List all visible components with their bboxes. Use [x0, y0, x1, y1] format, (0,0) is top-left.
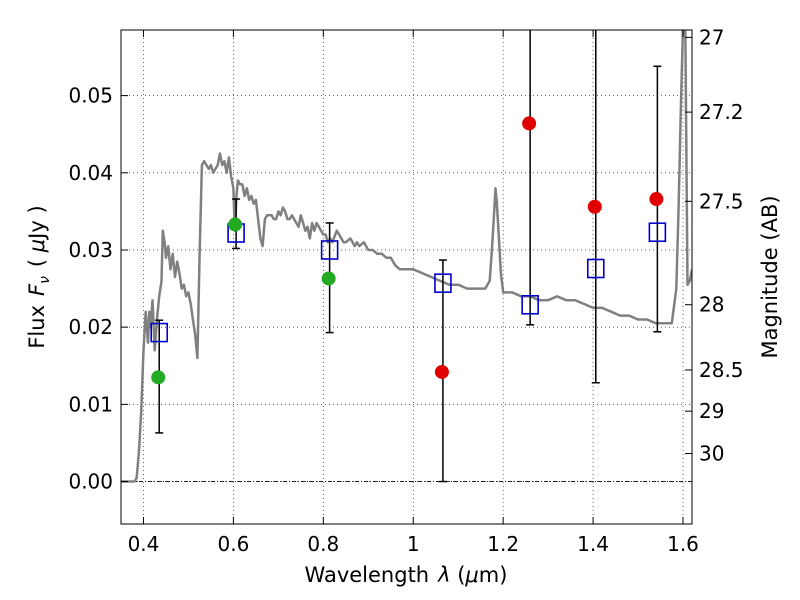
- model-photometry-square: [150, 322, 169, 343]
- model-photometry-square: [648, 222, 667, 243]
- magnitude-tick-label: 28: [699, 293, 724, 317]
- y-axis-label: FluxFν( μJy ): [25, 205, 53, 348]
- x-tick-label: 1.4: [577, 532, 609, 556]
- observed-flux-point: [228, 217, 243, 232]
- axis-ticks: 0.4 0.6 0.8 1 1.2 1.4 1.6 0.00 0.01 0.02 0.03 0.04 0…: [68, 25, 743, 556]
- y-tick-label: 0.02: [68, 315, 113, 339]
- observed-flux-point: [151, 370, 166, 385]
- magnitude-axis-label: Magnitude (AB): [758, 195, 782, 358]
- x-tick-label: 1: [407, 532, 420, 556]
- observed-flux-point: [522, 116, 537, 131]
- errorbar-layer: [155, 30, 662, 483]
- x-tick-label: 0.8: [307, 532, 339, 556]
- y-tick-label: 0.00: [68, 470, 113, 494]
- magnitude-tick-label: 29: [699, 399, 724, 423]
- y-tick-label: 0.03: [68, 238, 113, 262]
- observed-flux-point: [649, 192, 664, 207]
- model-photometry-square: [320, 240, 339, 260]
- data-point-layer: [150, 116, 667, 385]
- x-tick-label: 0.4: [128, 532, 160, 556]
- model-spectrum-line: [121, 30, 692, 483]
- model-spectrum-layer: [121, 30, 692, 483]
- magnitude-tick-label: 27: [699, 25, 724, 49]
- y-tick-label: 0.01: [68, 392, 113, 416]
- observed-flux-point: [321, 271, 336, 286]
- y-tick-label: 0.05: [68, 84, 113, 108]
- x-tick-label: 0.6: [217, 532, 249, 556]
- magnitude-tick-label: 30: [699, 442, 724, 466]
- observed-flux-point: [587, 199, 602, 214]
- magnitude-tick-label: 27.5: [699, 189, 744, 213]
- model-photometry-square: [586, 258, 605, 279]
- plot-frame: [120, 29, 693, 525]
- x-tick-label: 1.6: [667, 532, 699, 556]
- x-axis-label: Wavelength λ (μm): [305, 563, 508, 587]
- magnitude-tick-label: 28.5: [699, 358, 744, 382]
- model-photometry-square: [521, 294, 539, 315]
- x-tick-label: 1.2: [487, 532, 519, 556]
- y-tick-label: 0.04: [68, 161, 113, 185]
- observed-flux-point: [434, 364, 449, 379]
- model-photometry-square: [434, 273, 452, 293]
- plot-area: [121, 30, 692, 524]
- magnitude-tick-label: 27.2: [699, 100, 744, 124]
